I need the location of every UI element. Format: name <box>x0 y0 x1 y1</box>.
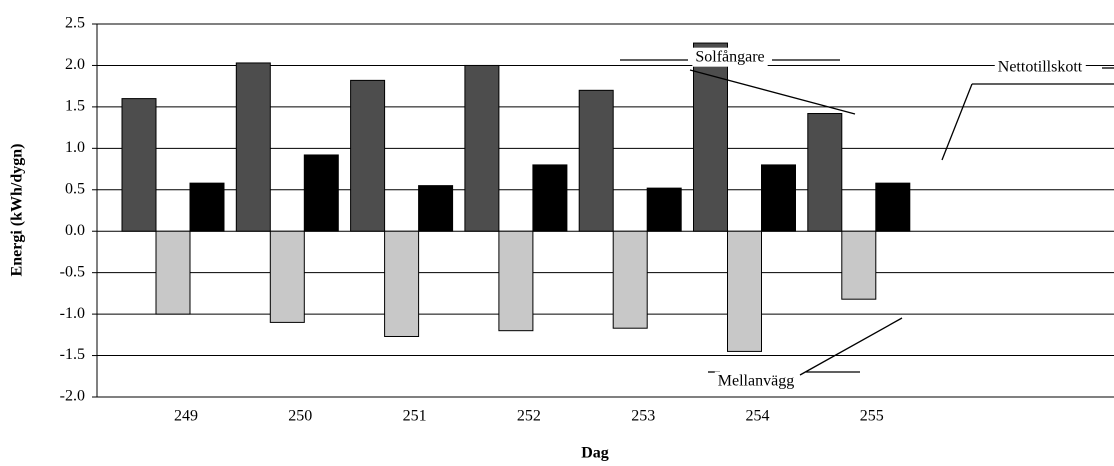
bar <box>646 187 682 232</box>
series-annotation: Solfångare <box>695 49 764 66</box>
x-tick-label: 250 <box>288 408 312 425</box>
bar <box>693 42 728 232</box>
x-tick-label: 253 <box>631 408 655 425</box>
bar <box>418 185 454 232</box>
leader-line <box>799 317 903 376</box>
series-annotation: Nettotillskott <box>998 59 1083 76</box>
y-tick-label: 0.0 <box>65 222 85 239</box>
y-tick-label: -1.5 <box>60 346 85 363</box>
y-tick-label: 1.0 <box>65 139 85 156</box>
leader-line <box>689 69 856 115</box>
bar <box>155 230 191 315</box>
y-tick-label: -0.5 <box>60 263 85 280</box>
x-tick-label: 252 <box>517 408 541 425</box>
series-annotation: Mellanvägg <box>718 373 794 390</box>
bar <box>578 89 614 232</box>
bar <box>727 230 762 352</box>
bar <box>807 113 843 232</box>
bar <box>612 230 648 329</box>
y-tick-label: 2.0 <box>65 56 85 73</box>
leader-line <box>941 83 973 161</box>
bar <box>269 230 305 323</box>
bar <box>384 230 420 337</box>
y-tick-label: -2.0 <box>60 388 85 405</box>
bar <box>875 182 911 232</box>
x-tick-label: 249 <box>174 408 198 425</box>
bar <box>464 64 500 232</box>
y-tick-label: 0.5 <box>65 180 85 197</box>
x-tick-label: 255 <box>860 408 884 425</box>
y-tick-label: -1.0 <box>60 305 85 322</box>
annotation-bg <box>692 47 768 67</box>
bar <box>350 79 386 232</box>
annotation-bg <box>714 371 798 391</box>
bar <box>498 230 534 332</box>
x-tick-label: 251 <box>403 408 427 425</box>
x-axis-title: Dag <box>581 445 609 462</box>
x-tick-label: 254 <box>746 408 770 425</box>
bar <box>532 164 568 232</box>
bar <box>189 182 225 232</box>
y-tick-label: 2.5 <box>65 15 85 32</box>
bar <box>841 230 877 300</box>
y-axis-title: Energi (kWh/dygn) <box>9 144 26 277</box>
bar <box>303 154 339 232</box>
bar <box>121 98 157 232</box>
annotation-bg <box>994 57 1086 77</box>
bar <box>761 164 796 232</box>
bar <box>235 62 271 232</box>
y-tick-label: 1.5 <box>65 98 85 115</box>
